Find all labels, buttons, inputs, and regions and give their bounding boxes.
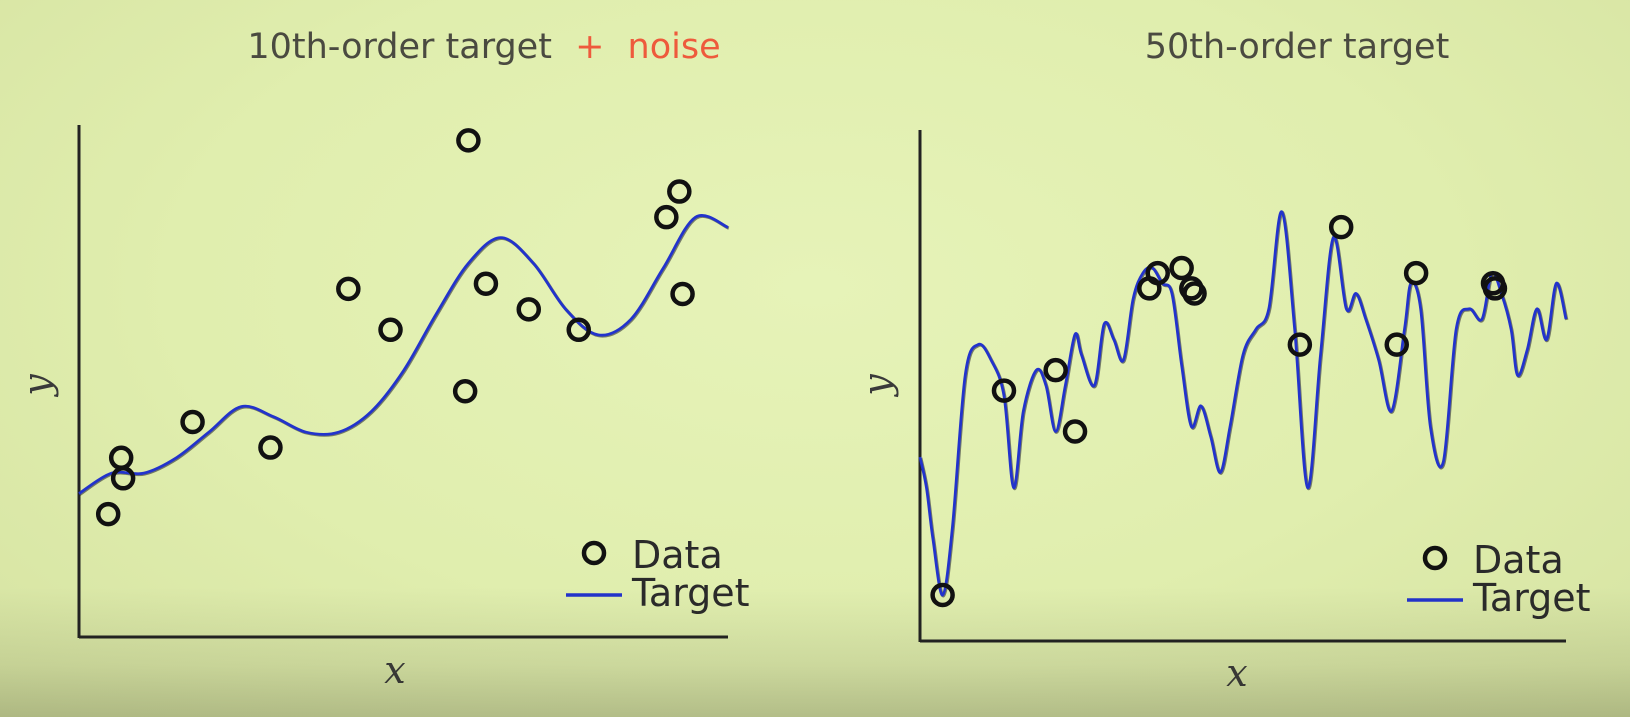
chart-left-data-point: [110, 466, 136, 491]
chart-right-x-label: x: [1226, 651, 1247, 695]
chart-right-legend: Data Target: [1407, 538, 1591, 620]
chart-right-data-point: [1328, 214, 1354, 240]
chart-right-data-point: [1043, 357, 1068, 383]
chart-left-data-point: [670, 281, 695, 307]
chart-left-data-point: [95, 501, 121, 527]
chart-left-data-point: [566, 317, 591, 343]
chart-right-data-point: [1482, 276, 1508, 301]
chart-right-data-point: [1169, 255, 1194, 281]
chart-right-data-point: [1384, 332, 1409, 357]
chart-left-title-noise: noise: [628, 27, 721, 67]
chart-right-title: 50th-order target: [1145, 27, 1450, 67]
chart-left-title: 10th-order target + noise: [247, 27, 720, 67]
chart-right-data-point: [1145, 260, 1170, 286]
chart-left-data-point: [516, 297, 542, 322]
chart-right-data-point: [1287, 332, 1313, 357]
chart-right-y-label: y: [855, 374, 899, 398]
chart-left-data-point: [452, 378, 478, 404]
chart-right-data-point: [1403, 260, 1429, 286]
chart-left-target-line-shadow: [78, 214, 730, 496]
chart-left-legend-data-marker: [581, 540, 607, 566]
chart-left-data-point: [654, 204, 679, 230]
chart-right-plot-area: [918, 210, 1569, 608]
chart-left-title-main: 10th-order target: [247, 27, 552, 67]
chart-right-legend-target-label: Target: [1472, 576, 1591, 620]
chart-left-data-point: [180, 409, 205, 435]
chart-left-data-point: [667, 179, 692, 204]
chart-left-data-point: [378, 317, 403, 343]
chart-left-legend: Data Target: [566, 533, 750, 615]
chart-left-y-label: y: [15, 374, 59, 398]
chart-right: 50th-order target y x Data Target: [855, 27, 1591, 695]
chart-right-data-point: [1182, 281, 1207, 306]
chart-left-data-point: [336, 276, 361, 302]
chart-left: 10th-order target + noise y x Data Targe…: [15, 27, 750, 692]
chart-right-target-line: [918, 210, 1568, 597]
chart-left-data-point: [258, 435, 283, 460]
chart-left-plot-area: [78, 128, 730, 527]
chart-left-target-line: [78, 214, 729, 495]
chart-left-title-plus: +: [575, 27, 604, 67]
chart-right-target-line-shadow: [919, 210, 1569, 598]
chart-left-data-point: [456, 128, 481, 153]
chart-right-legend-data-label: Data: [1473, 538, 1564, 582]
chart-left-legend-data-label: Data: [632, 533, 723, 577]
chart-left-legend-target-label: Target: [631, 571, 750, 615]
chart-right-legend-data-marker: [1422, 545, 1448, 571]
chart-right-data-point: [1062, 419, 1088, 444]
chart-left-data-point: [473, 271, 499, 296]
chart-right-data-point: [930, 582, 955, 608]
chart-left-x-label: x: [384, 648, 405, 692]
chart-right-data-point: [991, 378, 1017, 403]
chart-left-data-point: [108, 445, 134, 471]
